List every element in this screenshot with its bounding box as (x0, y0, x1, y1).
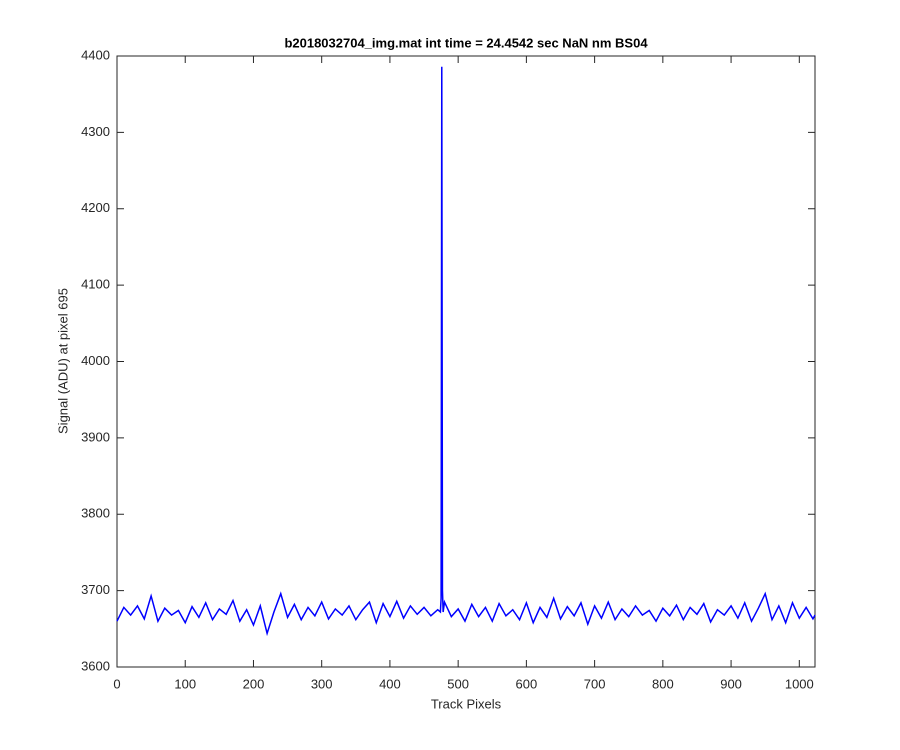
x-tick-label: 600 (516, 676, 538, 691)
y-tick-label: 3800 (81, 506, 110, 521)
x-tick-label: 800 (652, 676, 674, 691)
signal-line (116, 66, 816, 637)
x-tick-label: 500 (447, 676, 469, 691)
x-tick-label: 1000 (785, 676, 814, 691)
y-tick-label: 3700 (81, 582, 110, 597)
x-tick-label: 0 (113, 676, 120, 691)
y-tick-label: 4300 (81, 124, 110, 139)
axes-box (116, 55, 816, 668)
x-tick-label: 400 (379, 676, 401, 691)
y-tick-label: 3900 (81, 429, 110, 444)
y-tick-label: 3600 (81, 658, 110, 673)
x-tick-label: 900 (720, 676, 742, 691)
x-tick-label: 200 (243, 676, 265, 691)
y-tick-label: 4100 (81, 277, 110, 292)
x-tick-label: 700 (584, 676, 606, 691)
y-tick-label: 4000 (81, 353, 110, 368)
x-axis-label: Track Pixels (431, 696, 502, 711)
y-tick-label: 4400 (81, 47, 110, 62)
y-tick-label: 4200 (81, 200, 110, 215)
chart-title: b2018032704_img.mat int time = 24.4542 s… (284, 35, 648, 50)
y-axis-label: Signal (ADU) at pixel 695 (55, 288, 70, 434)
x-tick-label: 100 (174, 676, 196, 691)
x-tick-label: 300 (311, 676, 333, 691)
